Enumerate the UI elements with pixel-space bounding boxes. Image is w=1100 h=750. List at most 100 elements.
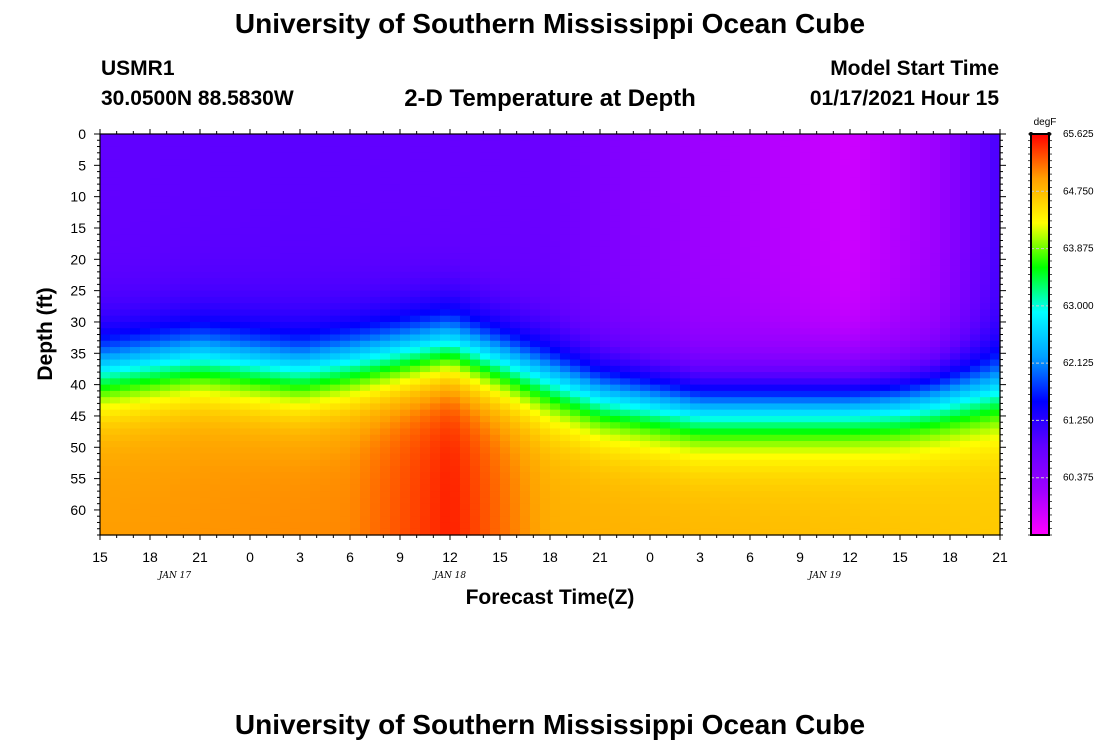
heatmap-cell (700, 303, 711, 311)
heatmap-cell (140, 409, 151, 417)
heatmap-cell (990, 152, 1001, 160)
heatmap-cell (930, 240, 941, 248)
heatmap-cell (250, 303, 261, 311)
heatmap-cell (900, 240, 911, 248)
heatmap-cell (930, 284, 941, 292)
heatmap-cell (500, 328, 511, 336)
heatmap-cell (220, 365, 231, 373)
heatmap-cell (310, 334, 321, 342)
heatmap-cell (930, 397, 941, 405)
heatmap-cell (310, 240, 321, 248)
heatmap-cell (280, 441, 291, 448)
heatmap-cell (570, 334, 581, 342)
heatmap-cell (840, 159, 851, 166)
heatmap-cell (620, 309, 631, 317)
heatmap-cell (310, 321, 321, 329)
heatmap-cell (730, 441, 741, 448)
heatmap-cell (990, 290, 1001, 298)
heatmap-cell (720, 278, 731, 285)
heatmap-cell (460, 271, 471, 279)
heatmap-cell (610, 309, 621, 317)
heatmap-cell (600, 177, 611, 185)
heatmap-cell (980, 321, 991, 329)
heatmap-cell (330, 190, 341, 198)
heatmap-cell (300, 466, 311, 473)
heatmap-cell (450, 253, 461, 260)
heatmap-cell (650, 453, 661, 461)
heatmap-cell (310, 209, 321, 217)
heatmap-cell (280, 196, 291, 204)
heatmap-cell (620, 390, 631, 398)
heatmap-cell (360, 472, 371, 480)
heatmap-cell (160, 459, 171, 467)
heatmap-cell (450, 372, 461, 379)
heatmap-cell (810, 472, 821, 480)
heatmap-cell (930, 296, 941, 304)
heatmap-cell (580, 253, 591, 260)
heatmap-cell (400, 403, 411, 411)
heatmap-cell (320, 284, 331, 292)
heatmap-cell (650, 372, 661, 379)
heatmap-cell (850, 177, 861, 185)
heatmap-cell (750, 146, 761, 154)
heatmap-cell (480, 409, 491, 417)
heatmap-cell (160, 441, 171, 448)
heatmap-cell (620, 227, 631, 235)
heatmap-cell (690, 409, 701, 417)
heatmap-cell (460, 221, 471, 229)
heatmap-cell (890, 303, 901, 311)
heatmap-cell (240, 403, 251, 411)
heatmap-cell (580, 265, 591, 273)
heatmap-cell (270, 478, 281, 486)
heatmap-cell (650, 409, 661, 417)
heatmap-cell (720, 472, 731, 480)
heatmap-cell (220, 315, 231, 323)
heatmap-cell (730, 384, 741, 392)
heatmap-cell (750, 397, 761, 405)
heatmap-cell (420, 202, 431, 210)
heatmap-cell (260, 303, 271, 311)
heatmap-cell (100, 347, 111, 354)
heatmap-cell (680, 466, 691, 473)
heatmap-cell (210, 378, 221, 386)
heatmap-cell (650, 278, 661, 285)
heatmap-cell (590, 397, 601, 405)
heatmap-cell (450, 159, 461, 166)
heatmap-cell (590, 190, 601, 198)
heatmap-cell (340, 415, 351, 423)
heatmap-cell (770, 328, 781, 336)
heatmap-cell (260, 315, 271, 323)
heatmap-cell (950, 472, 961, 480)
heatmap-cell (370, 466, 381, 473)
heatmap-cell (310, 296, 321, 304)
heatmap-cell (150, 334, 161, 342)
heatmap-cell (750, 246, 761, 254)
heatmap-cell (300, 340, 311, 348)
heatmap-cell (890, 134, 901, 141)
heatmap-cell (640, 390, 651, 398)
heatmap-cell (630, 447, 641, 455)
heatmap-cell (270, 321, 281, 329)
heatmap-cell (570, 290, 581, 298)
heatmap-cell (900, 171, 911, 179)
heatmap-cell (490, 403, 501, 411)
heatmap-cell (350, 221, 361, 229)
heatmap-cell (520, 146, 531, 154)
heatmap-cell (200, 384, 211, 392)
heatmap-cell (240, 140, 251, 148)
heatmap-cell (240, 434, 251, 442)
heatmap-cell (420, 340, 431, 348)
heatmap-cell (150, 265, 161, 273)
heatmap-cell (600, 328, 611, 336)
heatmap-cell (620, 134, 631, 141)
heatmap-cell (830, 334, 841, 342)
heatmap-cell (510, 415, 521, 423)
heatmap-cell (820, 177, 831, 185)
heatmap-cell (530, 234, 541, 242)
heatmap-cell (430, 240, 441, 248)
heatmap-cell (230, 309, 241, 317)
heatmap-cell (910, 415, 921, 423)
heatmap-cell (590, 415, 601, 423)
heatmap-cell (930, 472, 941, 480)
heatmap-cell (250, 284, 261, 292)
